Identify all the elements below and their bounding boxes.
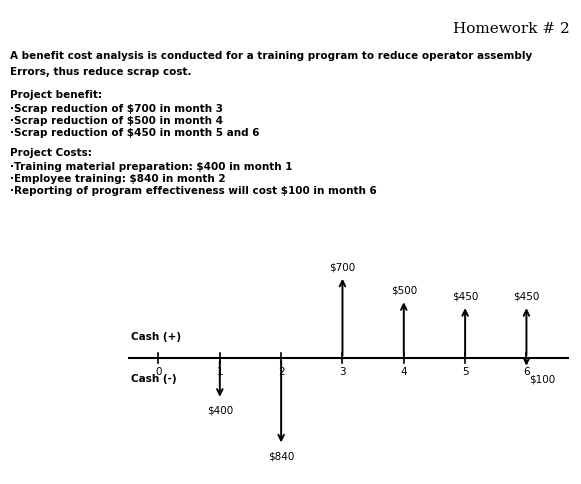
Text: 1: 1	[217, 367, 223, 377]
Text: $450: $450	[452, 291, 478, 302]
Text: $500: $500	[390, 286, 417, 296]
Text: ·Scrap reduction of $450 in month 5 and 6: ·Scrap reduction of $450 in month 5 and …	[10, 128, 260, 138]
Text: 6: 6	[523, 367, 530, 377]
Text: Cash (-): Cash (-)	[131, 375, 177, 384]
Text: $450: $450	[513, 291, 540, 302]
Text: 4: 4	[400, 367, 407, 377]
Text: ·Employee training: $840 in month 2: ·Employee training: $840 in month 2	[10, 174, 226, 184]
Text: ·Scrap reduction of $700 in month 3: ·Scrap reduction of $700 in month 3	[10, 104, 224, 114]
Text: Project benefit:: Project benefit:	[10, 90, 103, 100]
Text: $400: $400	[207, 406, 233, 415]
Text: $100: $100	[529, 374, 556, 384]
Text: Cash (+): Cash (+)	[131, 332, 181, 342]
Text: 2: 2	[278, 367, 285, 377]
Text: A benefit cost analysis is conducted for a training program to reduce operator a: A benefit cost analysis is conducted for…	[10, 51, 533, 61]
Text: 5: 5	[462, 367, 468, 377]
Text: ·Training material preparation: $400 in month 1: ·Training material preparation: $400 in …	[10, 162, 293, 172]
Text: 3: 3	[339, 367, 346, 377]
Text: Project Costs:: Project Costs:	[10, 148, 92, 158]
Text: 0: 0	[155, 367, 162, 377]
Text: Errors, thus reduce scrap cost.: Errors, thus reduce scrap cost.	[10, 67, 192, 77]
Text: Homework # 2: Homework # 2	[453, 22, 569, 36]
Text: $840: $840	[268, 451, 295, 461]
Text: ·Reporting of program effectiveness will cost $100 in month 6: ·Reporting of program effectiveness will…	[10, 186, 377, 197]
Text: ·Scrap reduction of $500 in month 4: ·Scrap reduction of $500 in month 4	[10, 116, 224, 126]
Text: $700: $700	[329, 262, 356, 272]
